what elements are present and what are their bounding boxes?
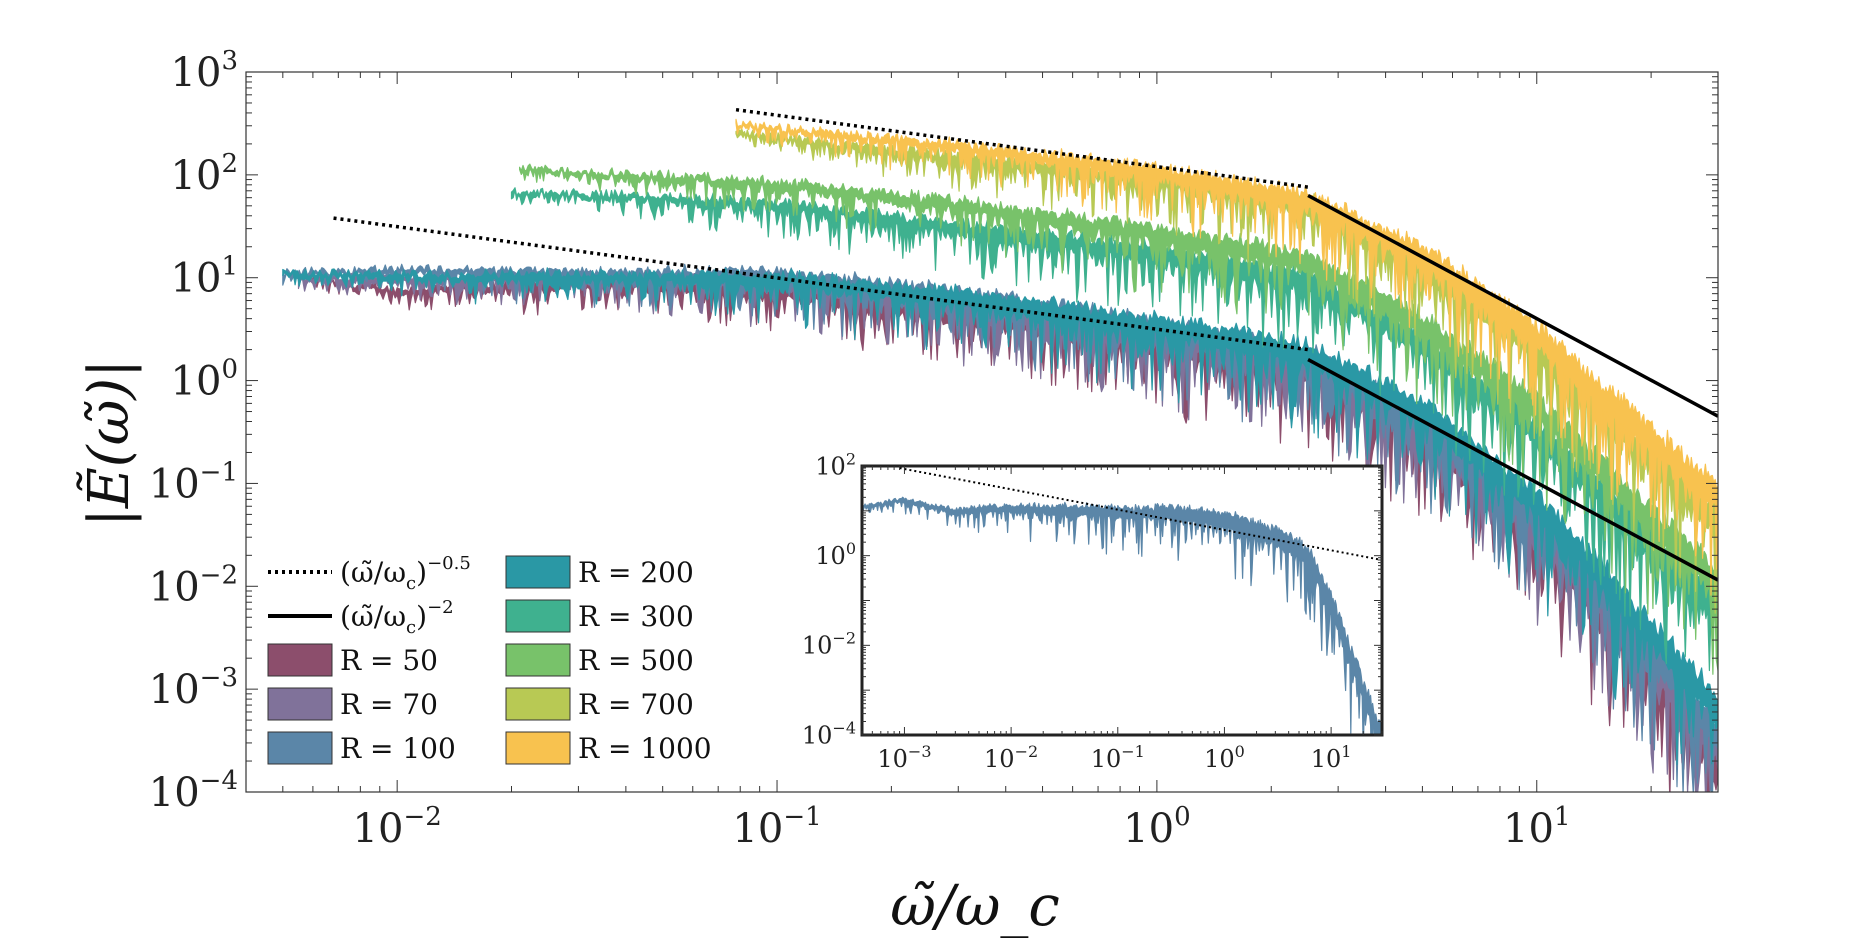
series-r300 bbox=[510, 187, 1718, 672]
inset-y-tick-label-1: 100 bbox=[815, 539, 856, 570]
main-y-tick-label-4: 10−1 bbox=[149, 457, 238, 507]
inset-y-tick-label-2: 10−2 bbox=[802, 629, 856, 660]
legend-item-0-1: (ω̃/ωc)−2 bbox=[268, 597, 454, 638]
reference-line-solid-2 bbox=[1307, 358, 1718, 582]
legend-label: R = 70 bbox=[340, 688, 438, 721]
series-inset-0 bbox=[862, 496, 1382, 735]
legend-item-0-2: R = 50 bbox=[267, 643, 438, 677]
legend-swatch bbox=[267, 731, 333, 765]
inset-ticks: 10−3 10−2 10−1 100 101 102 100 10−2 10−4 bbox=[802, 449, 1383, 773]
legend-swatch bbox=[505, 555, 571, 589]
main-plot: 10−2 10−1 100 10110310210110010−110−210−310… bbox=[149, 46, 1719, 852]
main-x-tick-label-3: 101 bbox=[1503, 802, 1570, 852]
legend-label: R = 50 bbox=[340, 644, 438, 677]
inset-y-tick-label-0: 102 bbox=[815, 449, 856, 480]
inset-x-tick-label-4: 101 bbox=[1311, 742, 1352, 773]
main-y-tick-label-0: 103 bbox=[171, 46, 238, 96]
y-axis-label: |Ẽ(ω̃)| bbox=[76, 359, 142, 527]
legend-swatch bbox=[505, 643, 571, 677]
legend-swatch bbox=[505, 599, 571, 633]
series-r200 bbox=[282, 267, 1718, 766]
legend-label: (ω̃/ωc)−0.5 bbox=[340, 553, 471, 594]
inset-x-tick-label-0: 10−3 bbox=[877, 742, 931, 773]
legend-item-1-2: R = 500 bbox=[505, 643, 694, 677]
main-y-tick-label-1: 102 bbox=[171, 149, 238, 199]
legend-label: (ω̃/ωc)−2 bbox=[340, 597, 454, 638]
main-x-tick-label-0: 10−2 bbox=[353, 802, 442, 852]
inset-data bbox=[862, 467, 1382, 735]
reference-line-dotted-1 bbox=[735, 107, 1309, 189]
main-data bbox=[282, 107, 1718, 792]
legend-item-0-4: R = 100 bbox=[267, 731, 456, 765]
inset-y-tick-label-3: 10−4 bbox=[802, 718, 856, 749]
legend-label: R = 500 bbox=[578, 644, 694, 677]
main-x-tick-label-2: 100 bbox=[1123, 802, 1190, 852]
legend-label: R = 1000 bbox=[578, 732, 712, 765]
inset-x-tick-label-3: 100 bbox=[1204, 742, 1245, 773]
reference-line-dotted-0 bbox=[333, 216, 1309, 352]
main-y-tick-label-6: 10−3 bbox=[149, 663, 238, 713]
legend-swatch bbox=[505, 731, 571, 765]
legend-swatch bbox=[267, 643, 333, 677]
legend: (ω̃/ωc)−0.5(ω̃/ωc)−2 R = 50 R = 70 R = 100 R… bbox=[267, 553, 712, 765]
legend-item-0-3: R = 70 bbox=[267, 687, 438, 721]
main-frame bbox=[245, 71, 1719, 793]
legend-label: R = 100 bbox=[340, 732, 456, 765]
main-y-tick-label-7: 10−4 bbox=[149, 766, 238, 816]
legend-item-1-4: R = 1000 bbox=[505, 731, 712, 765]
legend-item-1-1: R = 300 bbox=[505, 599, 694, 633]
axis-labels: ω̃/ω_c |Ẽ(ω̃)| bbox=[76, 359, 1060, 938]
series-r500 bbox=[519, 163, 1718, 675]
main-y-tick-label-5: 10−2 bbox=[149, 560, 238, 610]
x-axis-label: ω̃/ω_c bbox=[890, 874, 1060, 938]
main-ticks: 10−2 10−1 100 10110310210110010−110−210−310… bbox=[149, 46, 1719, 852]
series-r1000 bbox=[735, 118, 1718, 596]
legend-item-0-0: (ω̃/ωc)−0.5 bbox=[268, 553, 471, 594]
inset-x-tick-label-2: 10−1 bbox=[1091, 742, 1145, 773]
legend-item-1-0: R = 200 bbox=[505, 555, 694, 589]
main-y-tick-label-2: 101 bbox=[171, 252, 238, 302]
inset-x-tick-label-1: 10−2 bbox=[984, 742, 1038, 773]
reference-line-dotted-0 bbox=[899, 467, 1382, 561]
main-x-tick-label-1: 10−1 bbox=[732, 802, 821, 852]
legend-swatch bbox=[505, 687, 571, 721]
legend-label: R = 300 bbox=[578, 600, 694, 633]
legend-label: R = 700 bbox=[578, 688, 694, 721]
main-y-tick-label-3: 100 bbox=[171, 355, 238, 405]
inset-plot: 10−3 10−2 10−1 100 101 102 100 10−2 10−4 bbox=[802, 449, 1384, 773]
reference-line-solid-3 bbox=[1307, 193, 1718, 418]
legend-swatch bbox=[267, 687, 333, 721]
legend-item-1-3: R = 700 bbox=[505, 687, 694, 721]
legend-label: R = 200 bbox=[578, 556, 694, 589]
